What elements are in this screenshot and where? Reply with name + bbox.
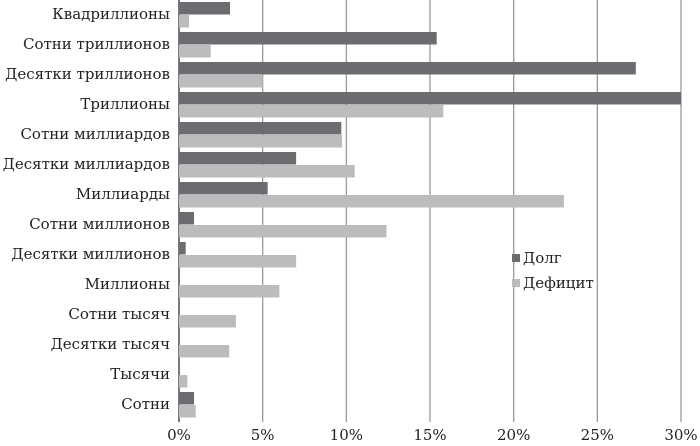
category-label: Квадриллионы bbox=[52, 5, 170, 23]
bar-dolg bbox=[179, 62, 636, 75]
category-label: Десятки миллионов bbox=[11, 245, 170, 263]
bar-deficit bbox=[179, 45, 211, 58]
bar-deficit bbox=[179, 285, 280, 298]
category-label: Миллионы bbox=[85, 275, 170, 293]
legend-swatch bbox=[512, 254, 520, 262]
bar-deficit bbox=[179, 135, 343, 148]
legend-swatch bbox=[512, 279, 520, 287]
x-tick-label: 0% bbox=[167, 426, 191, 442]
bar-deficit bbox=[179, 15, 190, 28]
category-label: Сотни триллионов bbox=[23, 35, 170, 53]
bar-dolg bbox=[179, 122, 342, 135]
category-label: Сотни миллионов bbox=[29, 215, 170, 233]
x-tick-label: 10% bbox=[330, 426, 363, 442]
category-label: Сотни тысяч bbox=[68, 305, 170, 323]
category-label: Сотни bbox=[121, 395, 170, 413]
bar-deficit bbox=[179, 375, 188, 388]
bar-dolg bbox=[179, 182, 268, 195]
legend-label: Долг bbox=[523, 249, 562, 267]
category-label: Миллиарды bbox=[76, 185, 170, 203]
bar-dolg bbox=[179, 242, 186, 255]
bar-dolg bbox=[179, 212, 195, 225]
category-label: Десятки триллионов bbox=[5, 65, 170, 83]
bar-deficit bbox=[179, 405, 196, 418]
bar-deficit bbox=[179, 75, 263, 88]
x-tick-label: 5% bbox=[251, 426, 275, 442]
bar-deficit bbox=[179, 195, 564, 208]
x-tick-label: 20% bbox=[497, 426, 530, 442]
bar-dolg bbox=[179, 92, 681, 105]
category-label: Сотни миллиардов bbox=[20, 125, 170, 143]
bar-dolg bbox=[179, 2, 231, 15]
bar-deficit bbox=[179, 165, 355, 178]
bar-deficit bbox=[179, 315, 236, 328]
category-label: Десятки тысяч bbox=[51, 335, 170, 353]
category-label: Тысячи bbox=[110, 365, 170, 383]
bar-deficit bbox=[179, 225, 387, 238]
bar-dolg bbox=[179, 32, 437, 45]
bar-deficit bbox=[179, 255, 297, 268]
category-label: Десятки миллиардов bbox=[3, 155, 170, 173]
bar-dolg bbox=[179, 152, 297, 165]
bar-deficit bbox=[179, 105, 444, 118]
x-tick-label: 25% bbox=[581, 426, 614, 442]
legend-label: Дефицит bbox=[523, 274, 594, 292]
category-label: Триллионы bbox=[80, 95, 170, 113]
x-tick-label: 30% bbox=[664, 426, 697, 442]
bar-dolg bbox=[179, 392, 195, 405]
x-tick-label: 15% bbox=[413, 426, 446, 442]
bar-deficit bbox=[179, 345, 230, 358]
